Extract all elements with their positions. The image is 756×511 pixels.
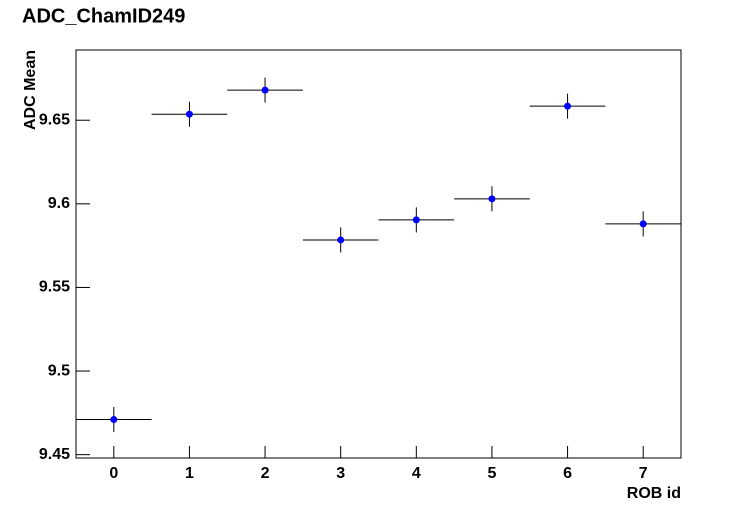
point [110, 416, 118, 424]
y-tick-label: 9.45 [39, 446, 70, 463]
x-tick-label: 7 [639, 465, 648, 482]
x-tick-label: 3 [336, 465, 345, 482]
chart-title: ADC_ChamID249 [22, 5, 185, 27]
point [639, 220, 647, 228]
point [261, 86, 269, 94]
point [412, 216, 420, 224]
y-tick-label: 9.65 [39, 111, 70, 128]
point [185, 110, 193, 118]
y-tick-label: 9.6 [48, 195, 70, 212]
point [564, 102, 572, 110]
x-tick-label: 2 [261, 465, 270, 482]
y-tick-label: 9.55 [39, 279, 70, 296]
x-tick-label: 0 [109, 465, 118, 482]
x-tick-label: 6 [563, 465, 572, 482]
plot-frame [75, 49, 682, 459]
x-axis-label: ROB id [627, 485, 681, 502]
x-tick-label: 5 [487, 465, 496, 482]
x-tick-label: 1 [185, 465, 194, 482]
y-tick-label: 9.5 [48, 362, 70, 379]
y-axis-label: ADC Mean [22, 50, 39, 130]
point [488, 195, 496, 203]
x-tick-label: 4 [412, 465, 421, 482]
point [337, 236, 345, 244]
